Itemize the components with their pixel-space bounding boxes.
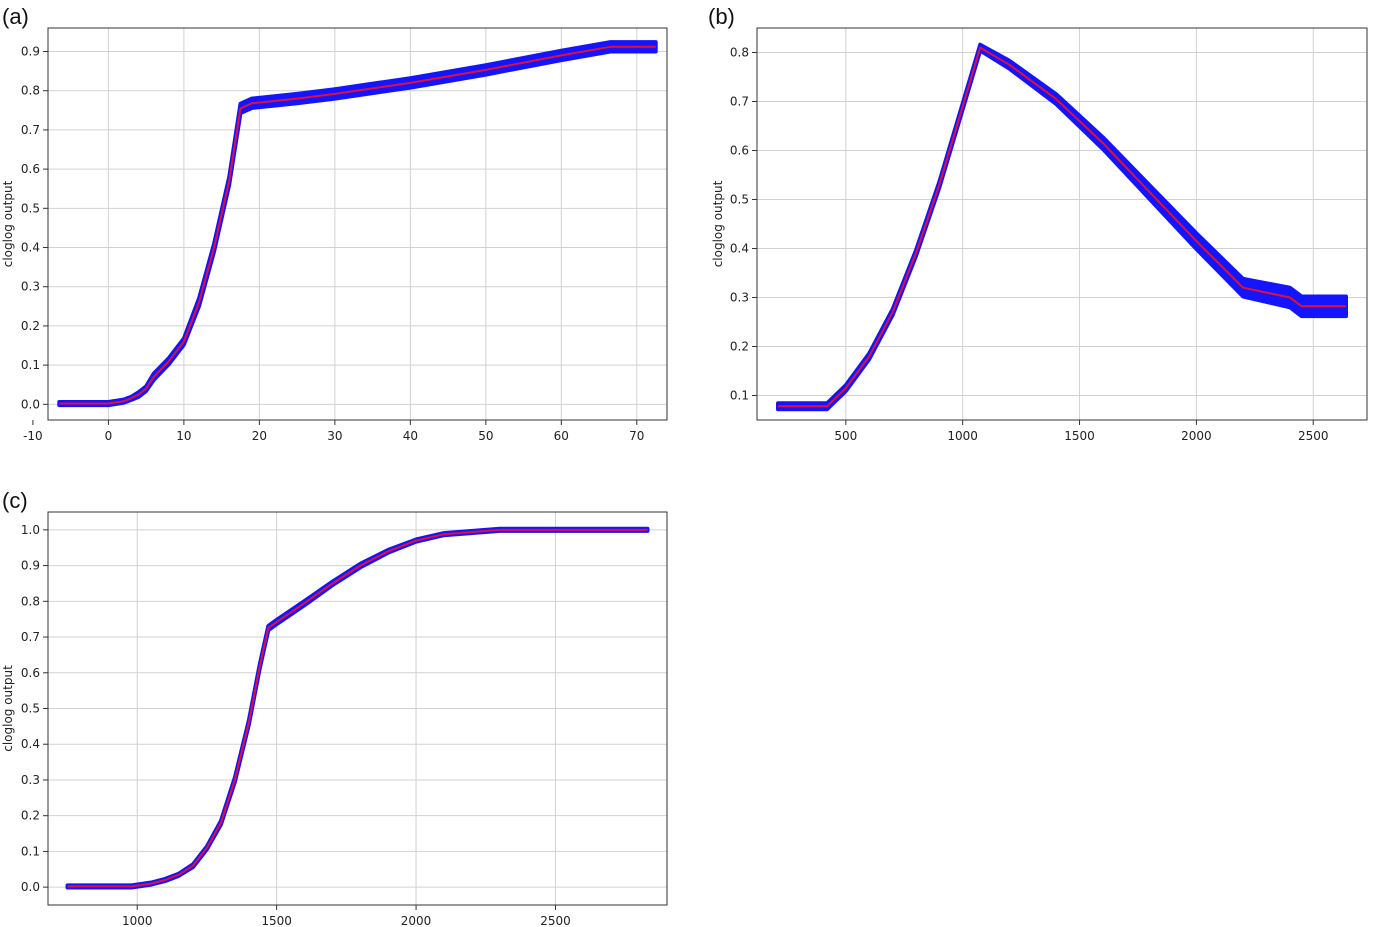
x-tick-label: 1000 [122, 914, 153, 927]
y-tick-label: 0.3 [21, 280, 40, 294]
y-tick-label: 0.0 [21, 880, 40, 894]
y-axis-label: cloglog output [711, 180, 725, 267]
x-tick-label: 2000 [401, 914, 432, 927]
y-tick-label: 0.2 [21, 809, 40, 823]
y-axis-label: cloglog output [1, 665, 15, 752]
y-axis-label: cloglog output [1, 180, 15, 267]
x-tick-label: 1500 [1064, 429, 1095, 443]
y-tick-label: 0.9 [21, 559, 40, 573]
y-tick-label: 0.4 [21, 737, 40, 751]
x-tick-label: 70 [629, 429, 644, 443]
chart-panel-1: -10 0 10 20 30 40 50 60 70 0.0 0.1 0.2 0.3 0.4 0.5 0.6 0… [1, 4, 668, 443]
mean-response-line [67, 528, 648, 888]
y-tick-label: 0.0 [21, 397, 40, 411]
x-tick-label: 10 [176, 429, 191, 443]
x-tick-label: 1000 [947, 429, 978, 443]
confidence-band [776, 42, 1348, 412]
plot-frame [47, 27, 668, 421]
y-tick-label: 0.8 [21, 594, 40, 608]
y-tick-label: 0.3 [730, 291, 749, 305]
y-tick-label: 0.9 [21, 45, 40, 59]
x-tick-label: 30 [327, 429, 342, 443]
plot-frame [756, 27, 1368, 421]
y-tick-label: 0.3 [21, 773, 40, 787]
y-tick-label: 0.7 [21, 123, 40, 137]
x-tick-label: 20 [252, 429, 267, 443]
x-tick-label: 2000 [1181, 429, 1212, 443]
y-tick-label: 0.5 [21, 702, 40, 716]
y-tick-label: 0.7 [730, 95, 749, 109]
y-tick-label: 0.1 [730, 389, 749, 403]
x-tick-label: 2500 [540, 914, 571, 927]
x-tick-label: 40 [403, 429, 418, 443]
chart-panel-2: 500 1000 1500 2000 2500 0.1 0.2 0.3 0.4 0.5 0.6 0.7… [708, 4, 1368, 443]
x-tick-label: 0 [105, 429, 113, 443]
y-tick-label: 0.1 [21, 358, 40, 372]
x-tick-label: -10 [23, 429, 43, 443]
y-tick-label: 0.4 [21, 241, 40, 255]
mean-response-line [59, 45, 656, 405]
y-tick-label: 0.8 [21, 84, 40, 98]
y-tick-label: 0.2 [730, 340, 749, 354]
x-tick-label: 1500 [261, 914, 292, 927]
y-tick-label: 0.6 [21, 666, 40, 680]
y-tick-label: 0.5 [21, 201, 40, 215]
y-tick-label: 0.2 [21, 319, 40, 333]
panel-label: (c) [2, 488, 28, 513]
x-tick-label: 2500 [1298, 429, 1329, 443]
y-tick-label: 0.6 [730, 144, 749, 158]
y-tick-label: 0.8 [730, 46, 749, 60]
x-tick-label: 50 [478, 429, 493, 443]
mean-response-line [778, 46, 1346, 408]
y-tick-label: 0.1 [21, 844, 40, 858]
x-tick-label: 500 [834, 429, 857, 443]
y-tick-label: 0.5 [730, 193, 749, 207]
x-tick-label: 60 [554, 429, 569, 443]
panel-label: (a) [2, 4, 29, 29]
y-tick-label: 0.4 [730, 242, 749, 256]
confidence-band [57, 40, 658, 408]
chart-panel-3: 1000 1500 2000 2500 0.0 0.1 0.2 0.3 0.4 0.5 0.6 0.7… [1, 488, 668, 927]
y-tick-label: 1.0 [21, 523, 40, 537]
y-tick-label: 0.6 [21, 162, 40, 176]
panel-label: (b) [708, 4, 735, 29]
y-tick-label: 0.7 [21, 630, 40, 644]
